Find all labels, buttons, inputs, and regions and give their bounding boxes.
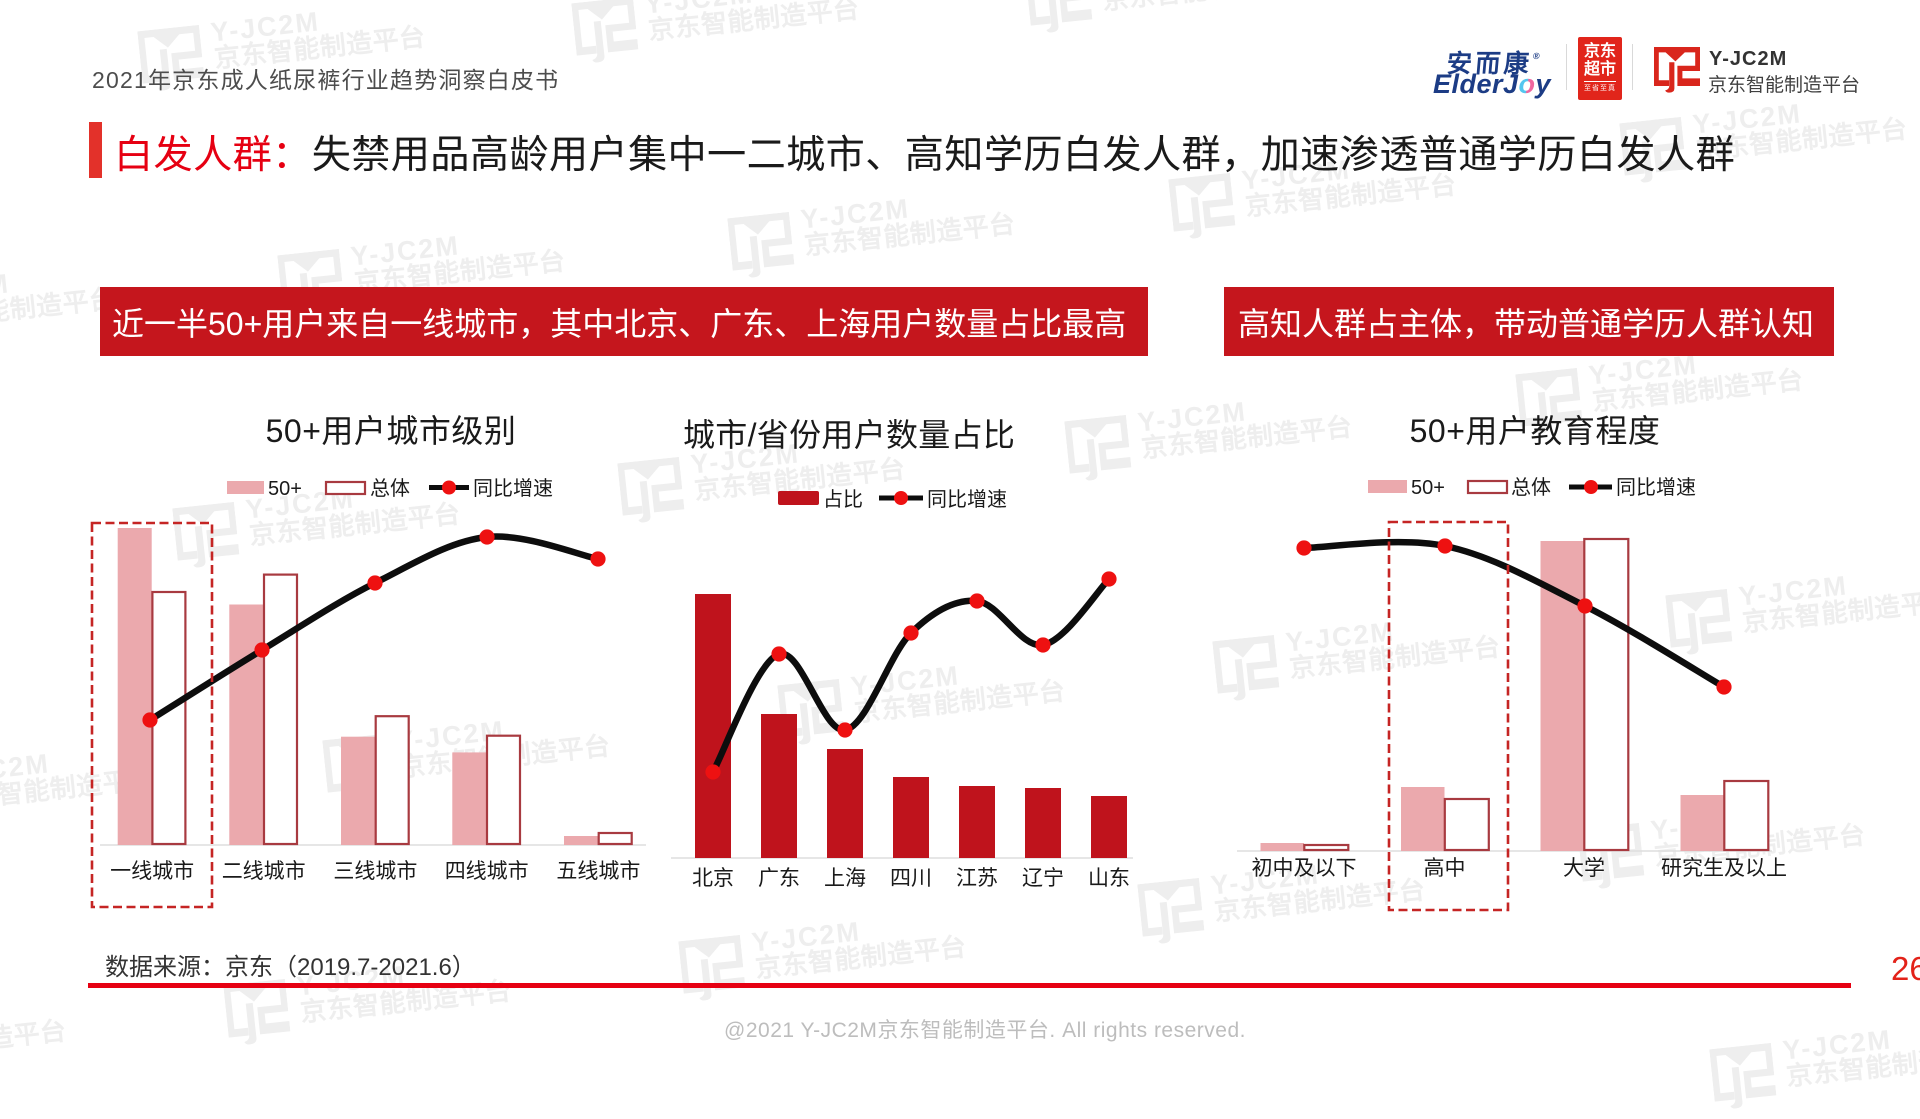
svg-text:五线城市: 五线城市 [556,860,640,883]
svg-text:一线城市: 一线城市 [110,860,194,883]
svg-text:大学: 大学 [1563,857,1605,880]
svg-text:50+: 50+ [268,478,302,500]
svg-text:同比增速: 同比增速 [927,488,1007,511]
svg-text:山东: 山东 [1088,867,1130,890]
svg-text:同比增速: 同比增速 [1616,476,1696,499]
svg-text:50+用户教育程度: 50+用户教育程度 [1410,413,1661,449]
svg-text:城市/省份用户数量占比: 城市/省份用户数量占比 [683,417,1015,453]
svg-text:三线城市: 三线城市 [333,860,417,883]
svg-text:同比增速: 同比增速 [473,477,553,500]
svg-text:总体: 总体 [1511,476,1551,499]
svg-text:初中及以下: 初中及以下 [1252,857,1357,880]
svg-text:辽宁: 辽宁 [1022,867,1064,890]
svg-text:二线城市: 二线城市 [222,860,306,883]
svg-text:北京: 北京 [692,867,734,890]
svg-text:总体: 总体 [370,477,410,500]
svg-text:50+: 50+ [1411,477,1445,499]
svg-text:50+用户城市级别: 50+用户城市级别 [266,413,517,449]
svg-text:四线城市: 四线城市 [445,860,529,883]
svg-text:高中: 高中 [1424,857,1466,880]
svg-text:江苏: 江苏 [956,867,998,890]
svg-text:四川: 四川 [890,867,932,890]
svg-text:占比: 占比 [823,488,863,511]
svg-text:上海: 上海 [824,867,866,890]
svg-text:研究生及以上: 研究生及以上 [1661,857,1787,880]
svg-text:广东: 广东 [758,867,800,890]
